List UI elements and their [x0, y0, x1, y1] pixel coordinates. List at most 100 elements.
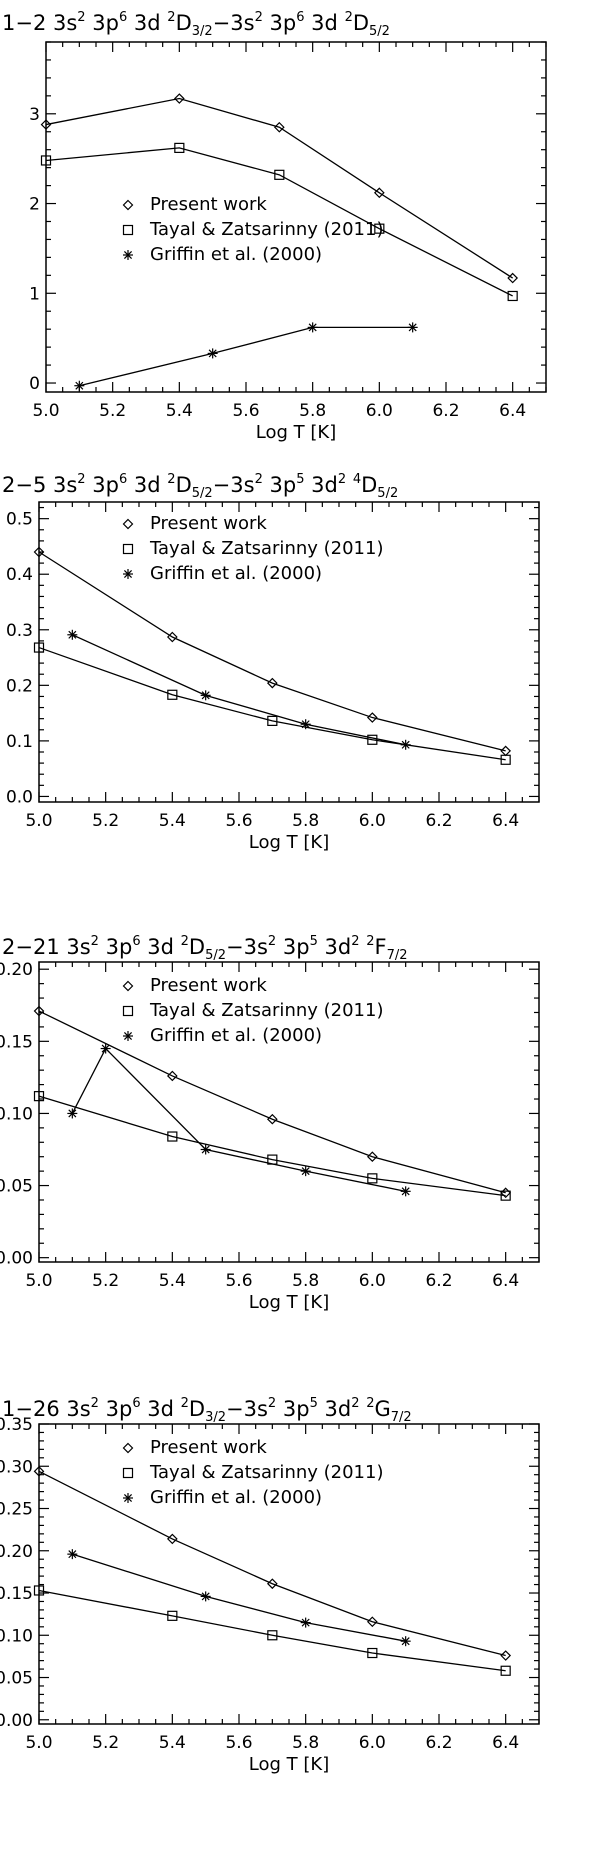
y-tick-label: 1 [29, 284, 40, 304]
series-1 [33, 642, 511, 765]
series-2 [67, 1043, 411, 1197]
x-axis-label: Log T [K] [249, 832, 329, 853]
chart-svg: 1−26 3s2 3p6 3d 2D3/2−3s2 3p5 3d2 2G7/2 5… [0, 1396, 540, 1775]
series-2 [67, 629, 411, 750]
chart-panel-1-2: 1−2 3s2 3p6 3d 2D3/2−3s2 3p6 3d 2D5/2 5.0… [0, 0, 600, 462]
series-line [38, 646, 506, 761]
legend-label: Tayal & Zatsarinny (2011) [149, 538, 383, 559]
data-point [173, 93, 185, 104]
series-0 [33, 1005, 512, 1199]
data-point [366, 712, 378, 723]
data-point [67, 1549, 78, 1560]
x-tick-label: 5.6 [232, 401, 259, 421]
series-line [71, 1047, 406, 1192]
y-tick-label: 0.00 [0, 1249, 33, 1269]
legend-label: Griffin et al. (2000) [150, 1025, 322, 1046]
data-point [40, 155, 52, 166]
y-tick-label: 0.5 [6, 510, 33, 530]
y-tick-label: 0.05 [0, 1177, 33, 1197]
chart-svg: 2−5 3s2 3p6 3d 2D5/2−3s2 3p5 3d2 4D5/2 5.… [2, 472, 540, 853]
data-point [33, 1585, 45, 1596]
data-point [367, 1647, 378, 1659]
y-tick-label: 0.10 [0, 1626, 33, 1646]
data-point [300, 719, 311, 730]
data-point [33, 642, 45, 653]
data-point [407, 322, 418, 333]
x-tick-label: 5.4 [166, 401, 193, 421]
series-line [38, 1589, 506, 1672]
legend-marker [123, 1031, 133, 1041]
y-tick-label: 0.05 [0, 1669, 33, 1689]
x-tick-label: 6.2 [432, 401, 459, 421]
x-tick-label: 6.4 [499, 401, 526, 421]
legend-marker [122, 1005, 134, 1017]
data-point [500, 1190, 511, 1201]
x-tick-label: 6.4 [492, 1733, 519, 1753]
data-point [307, 322, 318, 333]
x-tick-label: 6.4 [492, 811, 519, 831]
chart-svg: 1−2 3s2 3p6 3d 2D3/2−3s2 3p6 3d 2D5/2 5.0… [2, 10, 547, 443]
data-point [374, 223, 385, 234]
data-point [274, 169, 285, 180]
x-tick-label: 5.8 [292, 811, 319, 831]
legend-marker [122, 1467, 134, 1479]
x-tick-label: 5.0 [25, 811, 52, 831]
data-point [167, 689, 178, 700]
legend-label: Tayal & Zatsarinny (2011) [149, 1000, 383, 1021]
series-2 [67, 1549, 411, 1647]
legend: Present work Tayal & Zatsarinny (2011) Gri… [122, 975, 383, 1046]
x-tick-label: 5.6 [225, 1271, 252, 1291]
series-line [45, 97, 514, 279]
data-point [67, 1108, 78, 1119]
legend-label: Present work [150, 975, 267, 996]
x-tick-label: 5.0 [32, 401, 59, 421]
data-point [500, 1650, 512, 1661]
data-point [166, 1533, 178, 1545]
x-tick-label: 5.2 [99, 401, 126, 421]
x-tick-label: 6.2 [425, 811, 452, 831]
legend-label: Griffin et al. (2000) [150, 1487, 322, 1508]
series-0 [40, 93, 519, 284]
chart-panel-1-26: 1−26 3s2 3p6 3d 2D3/2−3s2 3p5 3d2 2G7/2 5… [0, 1386, 600, 1848]
chart-panel-2-5: 2−5 3s2 3p6 3d 2D5/2−3s2 3p5 3d2 4D5/2 5.… [0, 462, 600, 924]
legend-marker [122, 1442, 134, 1454]
y-tick-label: 0.15 [0, 1032, 33, 1052]
data-point [500, 1665, 511, 1676]
legend-marker [122, 224, 134, 236]
x-tick-label: 5.0 [25, 1733, 52, 1753]
legend-label: Tayal & Zatsarinny (2011) [149, 219, 383, 240]
y-tick-label: 0.10 [0, 1104, 33, 1124]
y-tick-label: 0.30 [0, 1457, 33, 1477]
data-point [300, 1617, 311, 1628]
data-point [267, 1630, 278, 1641]
data-point [33, 1005, 45, 1017]
series-0 [33, 1465, 512, 1661]
series-line [38, 1010, 506, 1194]
data-point [266, 1113, 278, 1125]
data-point [500, 745, 512, 757]
x-tick-label: 6.0 [359, 1733, 386, 1753]
y-tick-label: 0.15 [0, 1584, 33, 1604]
x-tick-label: 5.8 [299, 401, 326, 421]
legend-label: Present work [150, 513, 267, 534]
data-point [366, 1151, 378, 1163]
data-point [74, 380, 85, 391]
series-2 [74, 322, 418, 391]
y-tick-label: 0.2 [6, 676, 33, 696]
legend-marker [122, 199, 134, 211]
legend-marker [122, 543, 134, 555]
x-tick-label: 5.8 [292, 1733, 319, 1753]
data-point [200, 1591, 211, 1602]
data-point [367, 1173, 378, 1184]
x-tick-label: 6.2 [425, 1733, 452, 1753]
data-point [166, 631, 178, 643]
plot-frame [45, 41, 547, 393]
x-tick-label: 5.0 [25, 1271, 52, 1291]
legend-label: Present work [150, 194, 267, 215]
x-axis-label: Log T [K] [249, 1754, 329, 1775]
legend-label: Griffin et al. (2000) [150, 563, 322, 584]
series-line [38, 551, 506, 752]
data-point [500, 754, 511, 765]
data-point [266, 1578, 278, 1590]
x-tick-label: 5.4 [159, 1271, 186, 1291]
